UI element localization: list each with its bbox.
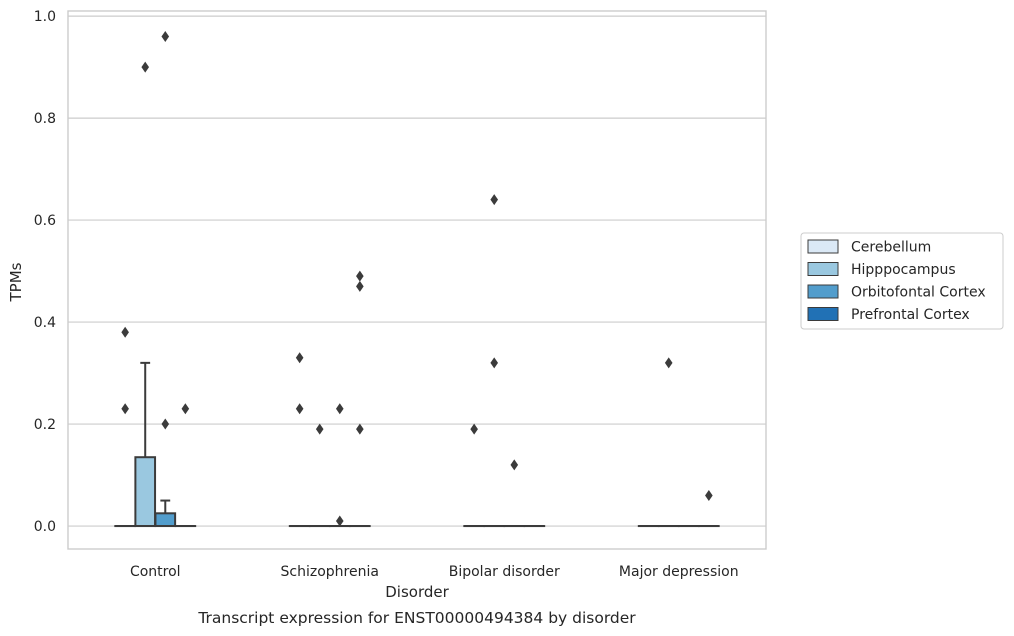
- y-axis-label: TPMs: [7, 262, 25, 302]
- box: [134, 456, 157, 528]
- legend-swatch: [807, 239, 839, 254]
- outlier-point: [356, 423, 364, 435]
- legend-swatch: [807, 284, 839, 299]
- outlier-point: [141, 61, 150, 73]
- outlier-point: [295, 403, 304, 415]
- box-group: [698, 489, 720, 528]
- legend-label: Orbitofontal Cortex: [851, 285, 986, 301]
- outlier-point: [315, 423, 324, 435]
- outlier-point: [490, 194, 499, 206]
- box-group: [657, 357, 680, 528]
- legend-label: Hipppocampus: [851, 262, 956, 278]
- outlier-point: [181, 403, 190, 415]
- box-group: [114, 326, 136, 528]
- chart-caption: Transcript expression for ENST0000049438…: [197, 609, 636, 627]
- y-tick-label: 0.8: [34, 111, 56, 127]
- plot-frame: [67, 10, 767, 550]
- box-group: [483, 194, 506, 528]
- box-group: [308, 423, 331, 528]
- outlier-point: [121, 403, 129, 415]
- outlier-point: [356, 280, 364, 292]
- box-group: [154, 30, 177, 528]
- y-tick-label: 0.6: [34, 213, 56, 229]
- outlier-point: [705, 489, 713, 501]
- x-tick-label: Major depression: [619, 564, 739, 580]
- y-tick-label: 0.4: [34, 315, 56, 331]
- x-axis-label: Disorder: [385, 583, 449, 601]
- outlier-point: [335, 403, 344, 415]
- outlier-point: [161, 418, 170, 430]
- outlier-point: [664, 357, 673, 369]
- box-plot-series: [114, 30, 720, 528]
- legend-label: Prefrontal Cortex: [851, 307, 970, 323]
- box-group: [288, 352, 311, 528]
- legend-label: Cerebellum: [851, 240, 931, 256]
- box-group: [174, 403, 197, 528]
- box-group: [503, 459, 526, 528]
- box-group: [463, 423, 485, 528]
- box-group: [328, 403, 351, 528]
- legend-swatch: [807, 262, 839, 276]
- x-tick-label: Schizophrenia: [281, 564, 379, 580]
- y-tick-label: 1.0: [34, 9, 56, 25]
- outlier-point: [335, 515, 344, 527]
- y-tick-label: 0.0: [34, 519, 56, 535]
- grid-lines: [68, 15, 766, 527]
- x-tick-label: Bipolar disorder: [449, 564, 560, 580]
- legend-swatch: [807, 307, 839, 321]
- outlier-point: [356, 270, 364, 282]
- x-axis-ticks: Control Schizophrenia Bipolar disorder Majo…: [130, 564, 739, 580]
- outlier-point: [510, 459, 519, 471]
- box-group: [349, 270, 371, 528]
- x-tick-label: Control: [130, 564, 181, 580]
- legend: Cerebellum Hipppocampus Orbitofontal Corte…: [800, 232, 1004, 330]
- outlier-point: [121, 326, 129, 338]
- outlier-point: [161, 30, 170, 42]
- y-tick-label: 0.2: [34, 417, 56, 433]
- outlier-point: [295, 352, 304, 364]
- box-group: [134, 61, 157, 528]
- y-axis-ticks: 0.0 0.2 0.4 0.6 0.8 1.0: [34, 9, 56, 535]
- box: [154, 512, 177, 528]
- outlier-point: [490, 357, 499, 369]
- legend-frame: [800, 232, 1004, 330]
- outlier-point: [470, 423, 478, 435]
